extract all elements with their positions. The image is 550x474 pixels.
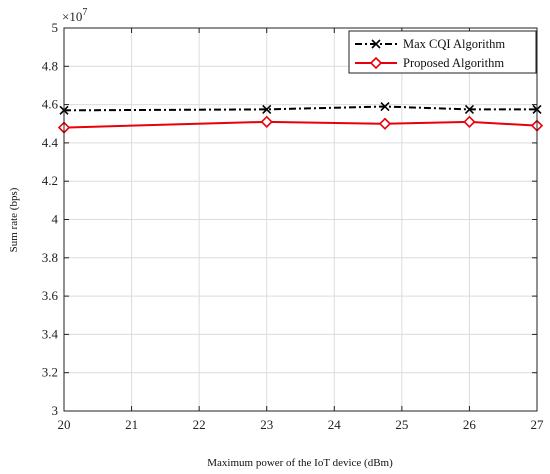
- x-axis-label: Maximum power of the IoT device (dBm): [207, 457, 393, 469]
- legend: Max CQI Algorithm Proposed Algorithm: [348, 30, 537, 74]
- y-tick-label: 3.2: [42, 365, 58, 380]
- y-tick-label: 4: [52, 212, 59, 227]
- series-0-point-3-stroke-b: [464, 104, 474, 114]
- y-tick-label: 3.4: [42, 326, 59, 341]
- series-1-point-2: [378, 117, 392, 130]
- exponent-label: ×107: [62, 7, 87, 24]
- y-axis-label: Sum rate (bps): [8, 187, 20, 252]
- legend-marker-0: [371, 39, 381, 49]
- y-tick-label: 3: [52, 403, 59, 418]
- series-layer: [57, 101, 544, 134]
- y-tick-label: 4.4: [42, 135, 59, 150]
- x-tick-label: 27: [531, 417, 545, 432]
- series-0-point-2-stroke-b: [380, 101, 390, 112]
- legend-box: [348, 30, 537, 74]
- y-tick-label: 4.2: [42, 173, 58, 188]
- x-tick-label: 22: [193, 417, 206, 432]
- x-tick-label: 25: [395, 417, 408, 432]
- series-0-point-3: [464, 104, 474, 114]
- y-tick-label: 3.6: [42, 288, 59, 303]
- legend-label-proposed: Proposed Algorithm: [403, 56, 504, 70]
- x-tick-label: 20: [58, 417, 71, 432]
- y-tick-label: 3.8: [42, 250, 58, 265]
- legend-marker-1: [369, 56, 383, 70]
- x-tick-label: 24: [328, 417, 342, 432]
- series-1-point-1: [260, 115, 273, 128]
- y-tick-label: 4.8: [42, 58, 58, 73]
- legend-marker-0-stroke-b: [371, 39, 381, 49]
- series-1-point-3: [463, 115, 476, 128]
- series-0-point-1-stroke-b: [262, 104, 272, 114]
- axis-ticks: 20 21 22 23 24 25 26 27 3 3.2 3.4 3.6 3.8 4 4.2 4.4 4.6 4…: [42, 20, 544, 432]
- legend-marks: [355, 39, 397, 70]
- y-tick-label: 5: [52, 20, 59, 35]
- x-tick-label: 21: [125, 417, 138, 432]
- legend-label-max-cqi: Max CQI Algorithm: [403, 37, 505, 51]
- x-tick-label: 23: [260, 417, 273, 432]
- series-0-point-1: [262, 104, 272, 114]
- exponent-value: 7: [82, 7, 87, 18]
- x-tick-label: 26: [463, 417, 477, 432]
- series-0-point-2: [380, 101, 390, 112]
- y-tick-label: 4.6: [42, 97, 59, 112]
